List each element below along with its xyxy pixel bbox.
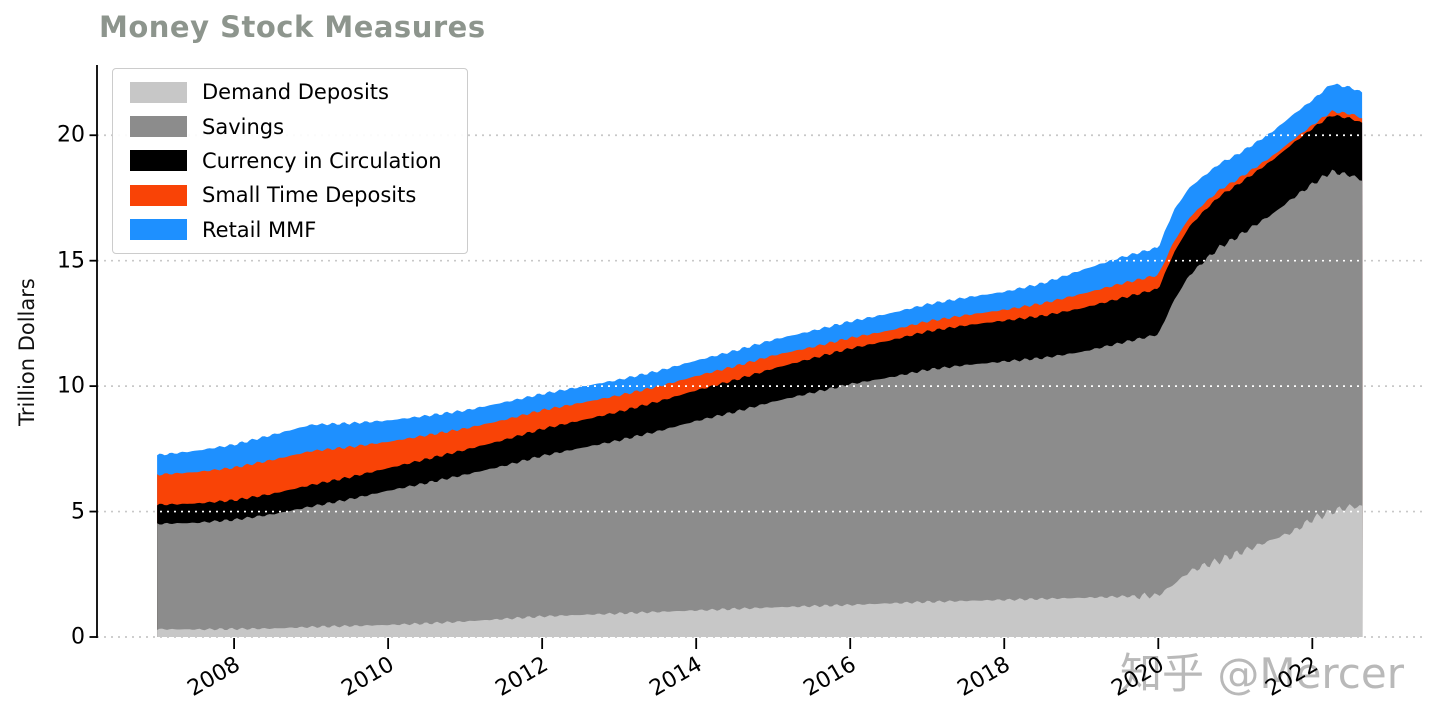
legend-label-demand-deposits: Demand Deposits <box>202 80 389 105</box>
chart-title: Money Stock Measures <box>99 10 486 44</box>
y-tick-label-10: 10 <box>57 373 85 399</box>
y-tick-label-20: 20 <box>57 122 85 148</box>
area-savings <box>157 169 1363 637</box>
legend-item-retail-mmf: Retail MMF <box>113 218 467 242</box>
legend-swatch-small-time-deposits <box>130 184 187 206</box>
legend-item-small-time-deposits: Small Time Deposits <box>113 183 467 207</box>
legend-swatch-savings <box>130 116 187 138</box>
watermark: 知乎 @Mercer <box>1120 649 1404 698</box>
legend: Demand Deposits Savings Currency in Circul… <box>112 68 468 254</box>
legend-item-demand-deposits: Demand Deposits <box>113 80 467 104</box>
legend-label-small-time-deposits: Small Time Deposits <box>202 183 417 208</box>
y-tick-label-5: 5 <box>71 499 85 525</box>
legend-swatch-retail-mmf <box>130 219 187 241</box>
legend-swatch-demand-deposits <box>130 81 187 103</box>
legend-label-savings: Savings <box>202 114 285 139</box>
y-axis-title: Trillion Dollars <box>15 278 39 426</box>
y-tick-label-15: 15 <box>57 248 85 274</box>
y-tick-label-0: 0 <box>71 624 85 650</box>
legend-item-savings: Savings <box>113 115 467 139</box>
legend-swatch-currency-in-circulation <box>130 150 187 172</box>
legend-label-currency-in-circulation: Currency in Circulation <box>202 148 442 173</box>
legend-item-currency-in-circulation: Currency in Circulation <box>113 149 467 173</box>
area-demand-deposits <box>157 504 1363 637</box>
legend-label-retail-mmf: Retail MMF <box>202 217 317 242</box>
